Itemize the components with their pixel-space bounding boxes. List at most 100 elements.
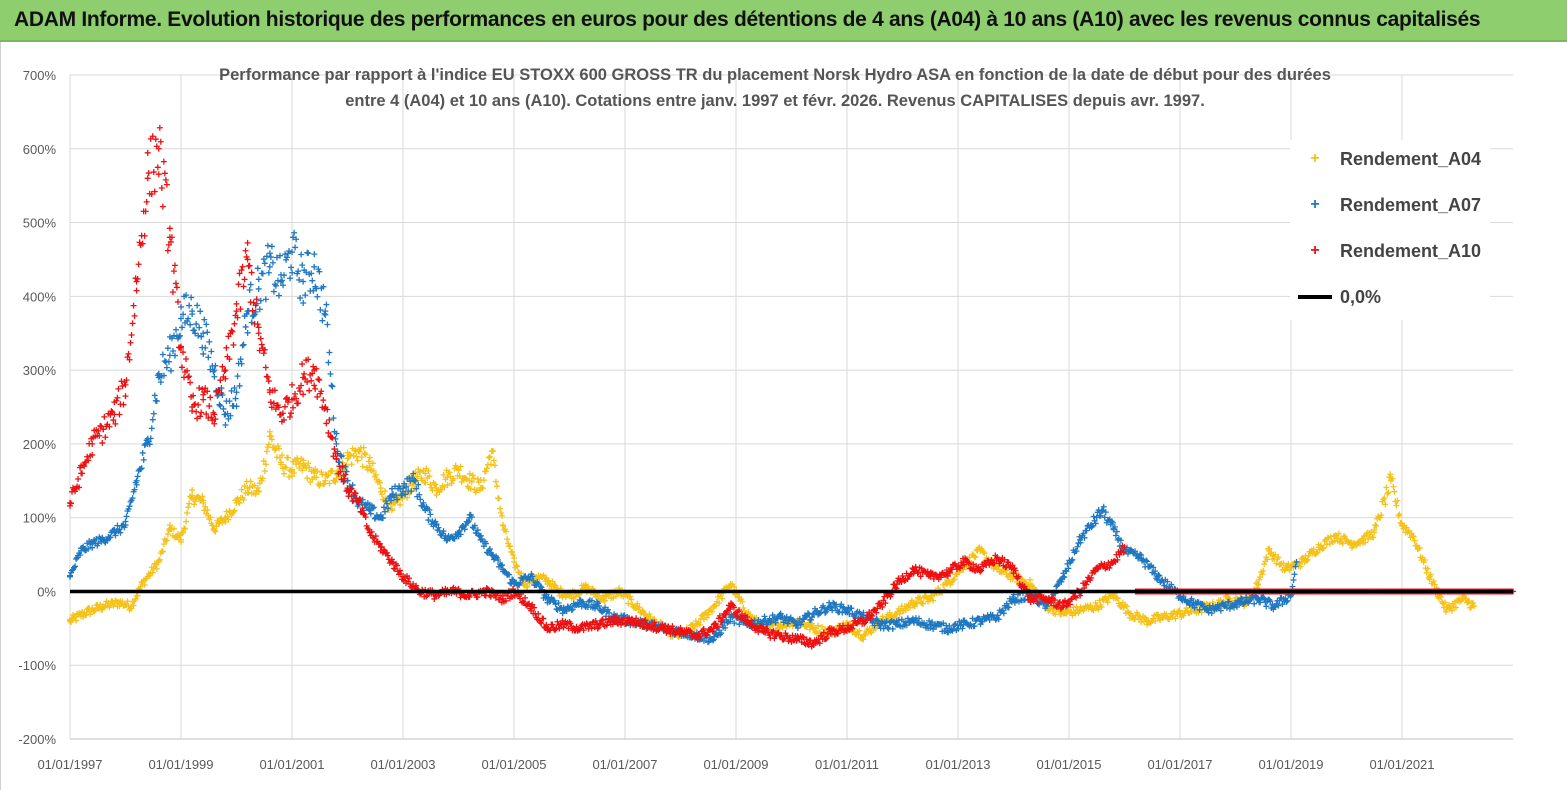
- data-point-Rendement_A04: [513, 562, 520, 569]
- data-point-Rendement_A04: [283, 464, 290, 471]
- data-point-Rendement_A07: [255, 276, 262, 283]
- data-point-Rendement_A04: [324, 472, 331, 479]
- data-point-Rendement_A10: [86, 440, 93, 447]
- data-point-Rendement_A04: [1009, 575, 1016, 582]
- data-point-Rendement_A07: [317, 306, 324, 313]
- data-point-Rendement_A04: [778, 623, 785, 630]
- data-point-Rendement_A07: [237, 356, 244, 363]
- data-point-Rendement_A10: [226, 356, 233, 363]
- data-point-Rendement_A04: [908, 597, 915, 604]
- data-point-Rendement_A07: [170, 332, 177, 339]
- data-point-Rendement_A04: [1272, 551, 1279, 558]
- data-point-Rendement_A04: [392, 500, 399, 507]
- data-point-Rendement_A07: [396, 483, 403, 490]
- data-point-Rendement_A07: [495, 557, 502, 564]
- data-point-Rendement_A04: [599, 592, 606, 599]
- data-point-Rendement_A10: [345, 493, 352, 500]
- data-point-Rendement_A04: [704, 611, 711, 618]
- data-point-Rendement_A10: [96, 432, 103, 439]
- data-point-Rendement_A10: [359, 505, 366, 512]
- data-point-Rendement_A07: [794, 625, 801, 632]
- data-point-Rendement_A04: [155, 557, 162, 564]
- data-point-Rendement_A04: [1382, 501, 1389, 508]
- data-point-Rendement_A07: [575, 601, 582, 608]
- data-point-Rendement_A07: [295, 268, 302, 275]
- data-point-Rendement_A04: [252, 491, 259, 498]
- data-point-Rendement_A07: [67, 572, 73, 579]
- data-point-Rendement_A10: [316, 376, 323, 383]
- data-point-Rendement_A04: [1337, 535, 1344, 542]
- data-point-Rendement_A04: [1389, 475, 1396, 482]
- data-point-Rendement_A10: [195, 401, 202, 408]
- data-point-Rendement_A10: [583, 620, 590, 627]
- data-point-Rendement_A07: [338, 453, 345, 460]
- data-point-Rendement_A04: [204, 507, 211, 514]
- data-point-Rendement_A07: [148, 425, 155, 432]
- data-point-Rendement_A04: [259, 475, 266, 482]
- data-point-Rendement_A07: [310, 287, 317, 294]
- data-point-Rendement_A07: [1124, 550, 1131, 557]
- data-point-Rendement_A07: [85, 545, 92, 552]
- data-point-Rendement_A10: [965, 559, 972, 566]
- data-point-Rendement_A07: [267, 254, 274, 261]
- data-point-Rendement_A10: [909, 565, 916, 572]
- data-point-Rendement_A07: [1117, 537, 1124, 544]
- data-point-Rendement_A04: [1405, 527, 1412, 534]
- chart-legend: + Rendement_A04 + Rendement_A07 + Rendem…: [1290, 140, 1490, 320]
- data-point-Rendement_A07: [1261, 595, 1268, 602]
- data-point-Rendement_A10: [755, 629, 762, 636]
- data-point-Rendement_A07: [394, 496, 401, 503]
- data-point-Rendement_A07: [232, 395, 239, 402]
- data-point-Rendement_A07: [77, 551, 84, 558]
- data-point-Rendement_A07: [1267, 598, 1274, 605]
- data-point-Rendement_A07: [290, 234, 297, 241]
- data-point-Rendement_A07: [71, 564, 78, 571]
- data-point-Rendement_A04: [545, 577, 552, 584]
- data-point-Rendement_A07: [126, 503, 133, 510]
- data-point-Rendement_A10: [991, 560, 998, 567]
- data-point-Rendement_A04: [1255, 581, 1262, 588]
- data-point-Rendement_A07: [1068, 557, 1075, 564]
- data-point-Rendement_A04: [285, 454, 292, 461]
- data-point-Rendement_A10: [617, 621, 624, 628]
- data-point-Rendement_A07: [211, 373, 218, 380]
- data-point-Rendement_A10: [189, 408, 196, 415]
- data-point-Rendement_A10: [736, 606, 743, 613]
- data-point-Rendement_A04: [1310, 546, 1317, 553]
- data-point-Rendement_A10: [1030, 598, 1037, 605]
- data-point-Rendement_A07: [588, 597, 595, 604]
- data-point-Rendement_A07: [370, 504, 377, 511]
- data-point-Rendement_A04: [359, 463, 366, 470]
- data-point-Rendement_A04: [432, 481, 439, 488]
- data-point-Rendement_A10: [649, 623, 656, 630]
- data-point-Rendement_A10: [669, 623, 676, 630]
- data-point-Rendement_A04: [234, 495, 241, 502]
- data-point-Rendement_A07: [1074, 543, 1081, 550]
- data-point-Rendement_A04: [275, 445, 282, 452]
- data-point-Rendement_A07: [178, 303, 185, 310]
- data-point-Rendement_A10: [410, 581, 417, 588]
- data-point-Rendement_A10: [299, 361, 306, 368]
- data-point-Rendement_A04: [1172, 615, 1179, 622]
- data-point-Rendement_A04: [296, 464, 303, 471]
- data-point-Rendement_A10: [270, 400, 277, 407]
- data-point-Rendement_A04: [458, 479, 465, 486]
- data-point-Rendement_A10: [297, 388, 304, 395]
- data-point-Rendement_A07: [384, 505, 391, 512]
- data-point-Rendement_A10: [178, 343, 184, 350]
- data-point-Rendement_A04: [995, 563, 1002, 570]
- data-point-Rendement_A10: [271, 387, 278, 394]
- data-point-Rendement_A04: [456, 473, 463, 480]
- data-point-Rendement_A10: [266, 387, 273, 394]
- data-point-Rendement_A10: [164, 247, 171, 254]
- data-point-Rendement_A10: [196, 384, 203, 391]
- data-point-Rendement_A10: [966, 560, 973, 567]
- data-point-Rendement_A10: [110, 417, 117, 424]
- data-point-Rendement_A10: [799, 633, 806, 640]
- data-point-Rendement_A07: [1209, 603, 1216, 610]
- data-point-Rendement_A10: [1073, 594, 1080, 601]
- legend-item-a07: + Rendement_A07: [1290, 190, 1481, 220]
- data-point-Rendement_A10: [726, 606, 733, 613]
- data-point-Rendement_A10: [487, 593, 494, 600]
- data-point-Rendement_A10: [79, 470, 86, 477]
